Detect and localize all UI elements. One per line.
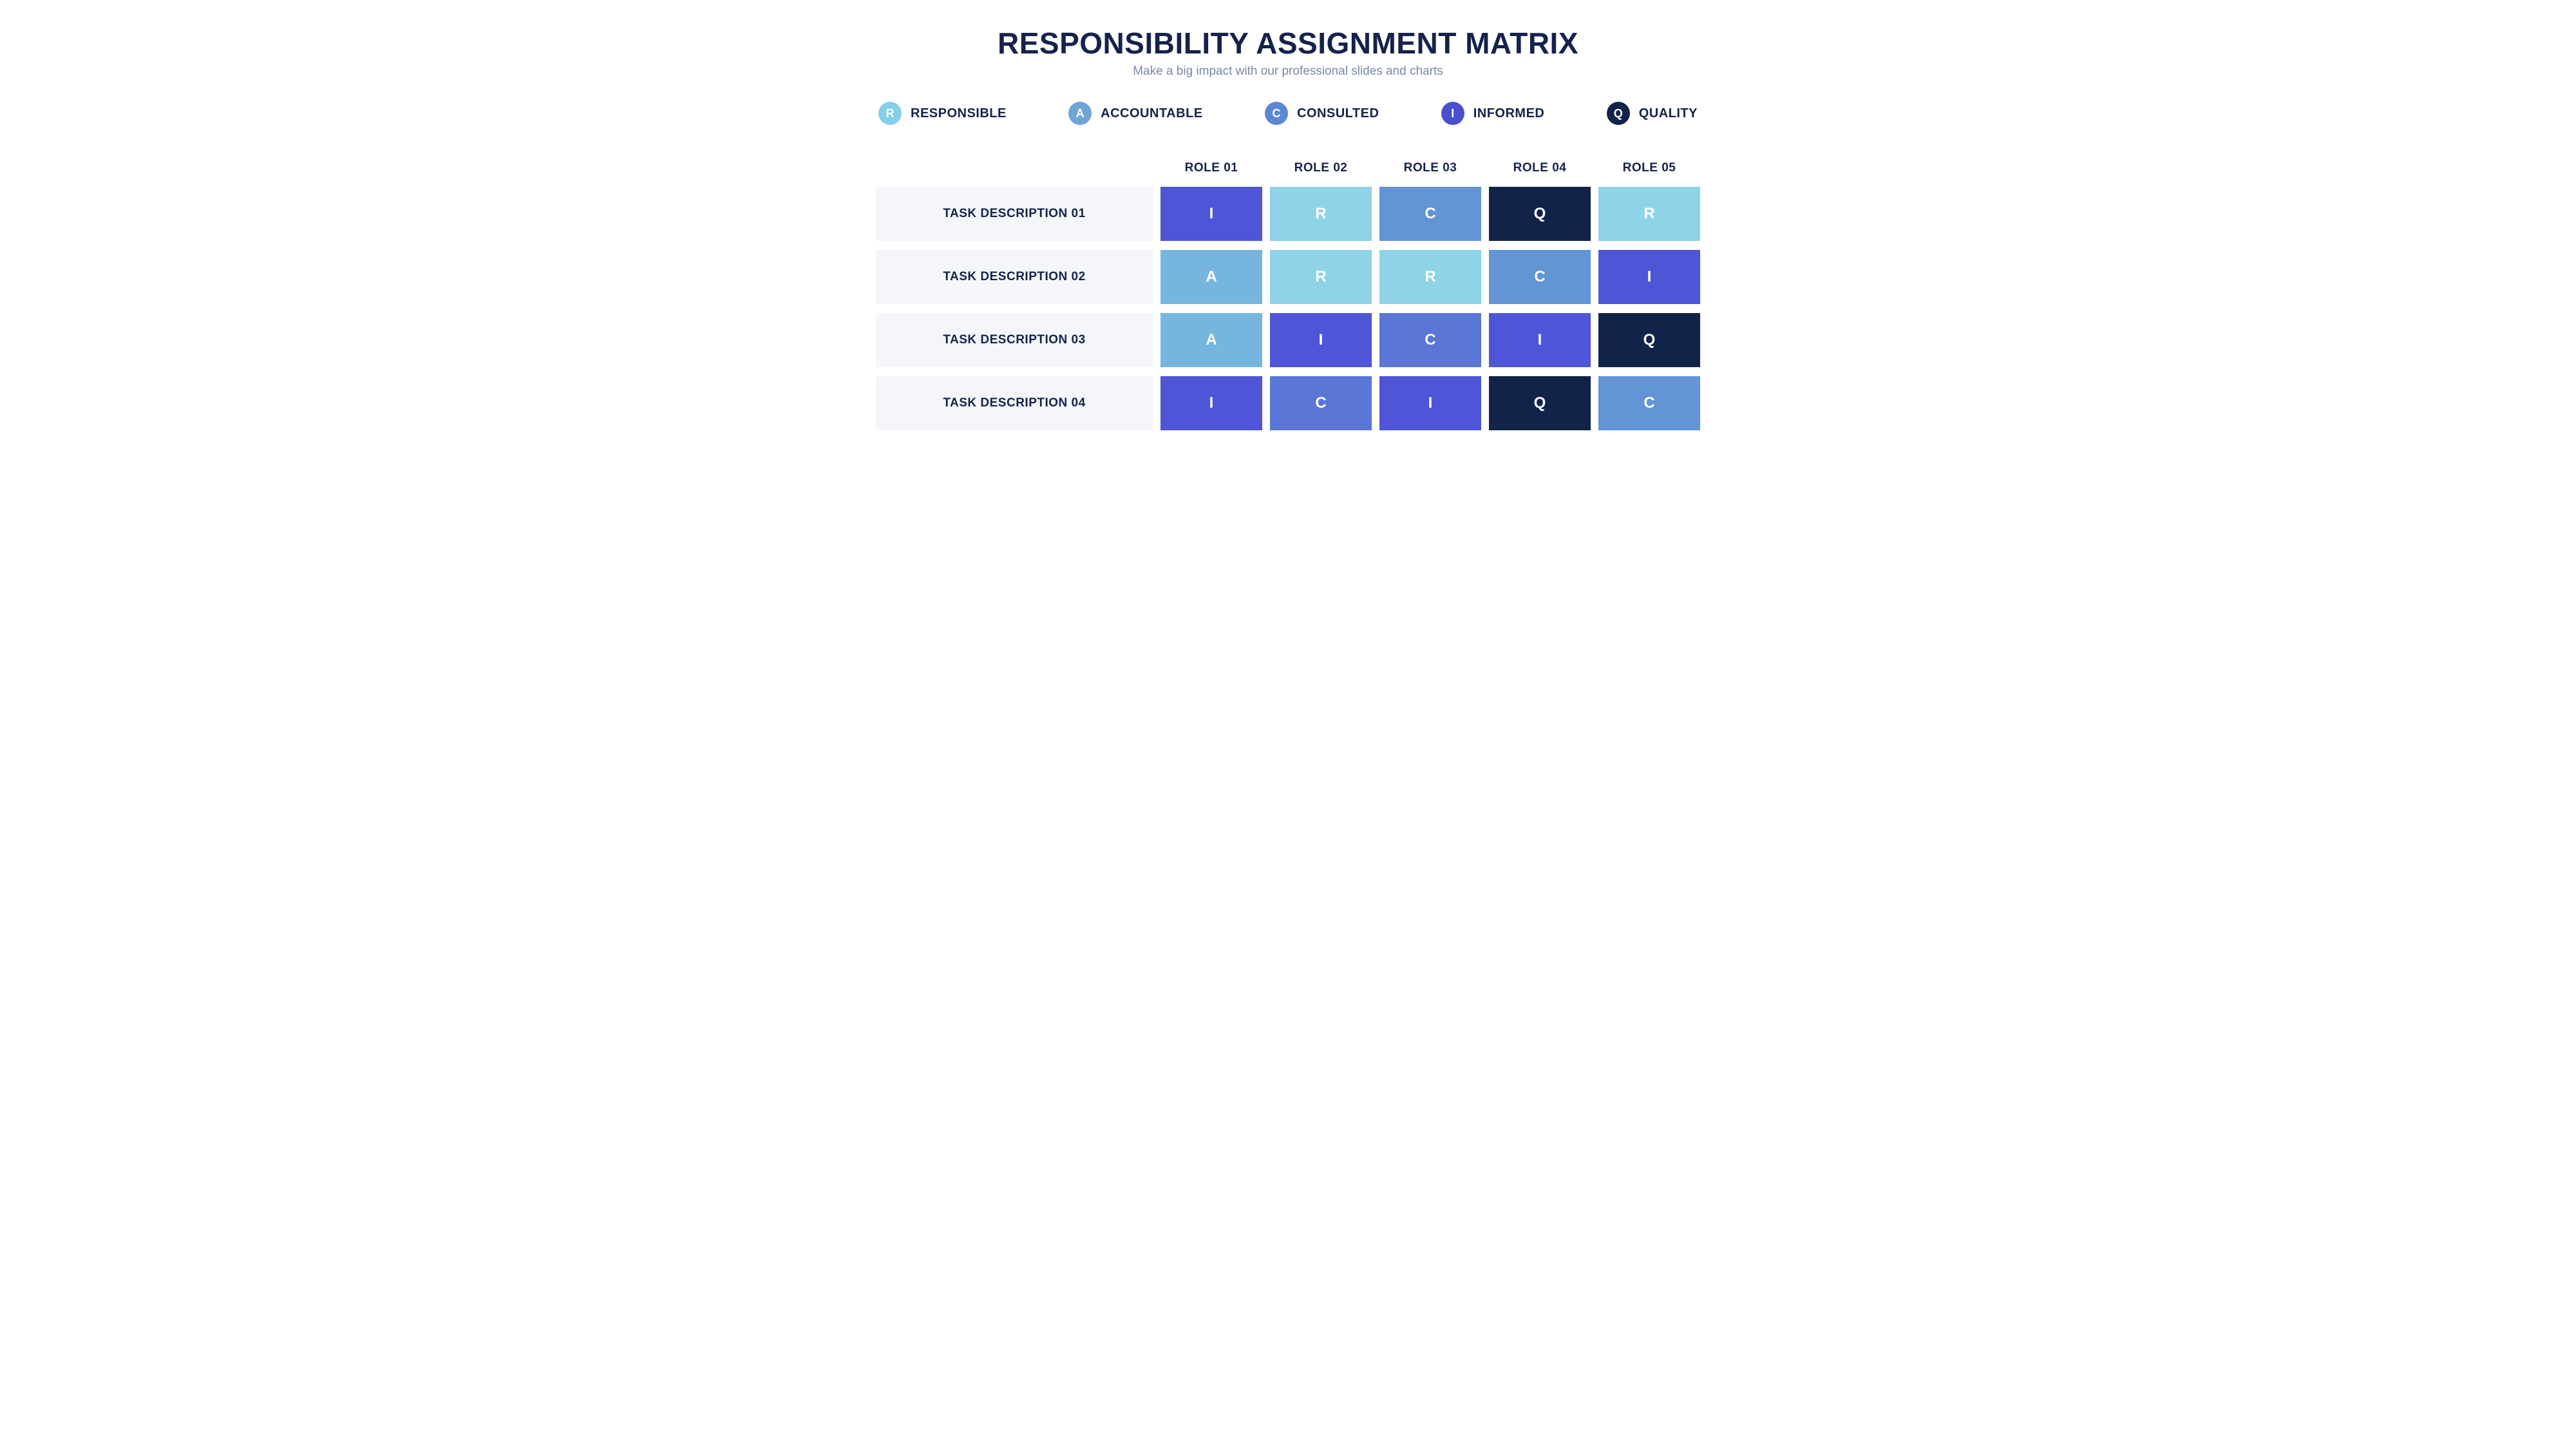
matrix-header-spacer <box>876 157 1153 179</box>
header: RESPONSIBILITY ASSIGNMENT MATRIX Make a … <box>39 26 2537 79</box>
task-label-4: TASK DESCRIPTION 04 <box>876 376 1153 430</box>
legend-badge-r: R <box>878 102 902 125</box>
matrix-cell: I <box>1489 313 1591 367</box>
legend-row: R RESPONSIBLE A ACCOUNTABLE C CONSULTED … <box>876 102 1700 125</box>
matrix-cell: C <box>1379 313 1481 367</box>
legend-badge-q: Q <box>1607 102 1630 125</box>
legend-item-accountable: A ACCOUNTABLE <box>1068 102 1202 125</box>
page-subtitle: Make a big impact with our professional … <box>39 64 2537 79</box>
legend-label-responsible: RESPONSIBLE <box>911 106 1007 121</box>
matrix-cell: A <box>1160 313 1262 367</box>
legend-label-informed: INFORMED <box>1473 106 1545 121</box>
task-label-2: TASK DESCRIPTION 02 <box>876 250 1153 304</box>
legend-label-accountable: ACCOUNTABLE <box>1101 106 1202 121</box>
task-label-3: TASK DESCRIPTION 03 <box>876 313 1153 367</box>
legend-badge-i: I <box>1441 102 1464 125</box>
matrix-header-row: ROLE 01 ROLE 02 ROLE 03 ROLE 04 ROLE 05 <box>876 157 1700 179</box>
matrix-cell: Q <box>1489 376 1591 430</box>
matrix-cell: I <box>1160 187 1262 241</box>
matrix-cell: R <box>1379 250 1481 304</box>
matrix-cell: C <box>1489 250 1591 304</box>
role-header-4: ROLE 04 <box>1489 157 1591 179</box>
matrix-cell: Q <box>1489 187 1591 241</box>
matrix-cell: C <box>1270 376 1372 430</box>
matrix-cell: A <box>1160 250 1262 304</box>
legend-label-quality: QUALITY <box>1639 106 1698 121</box>
matrix-cell: R <box>1598 187 1700 241</box>
matrix-row-3: TASK DESCRIPTION 03 A I C I Q <box>876 313 1700 367</box>
page-title: RESPONSIBILITY ASSIGNMENT MATRIX <box>39 26 2537 61</box>
legend-item-responsible: R RESPONSIBLE <box>878 102 1007 125</box>
legend-badge-a: A <box>1068 102 1092 125</box>
role-header-1: ROLE 01 <box>1160 157 1262 179</box>
role-header-3: ROLE 03 <box>1379 157 1481 179</box>
matrix-cell: R <box>1270 187 1372 241</box>
matrix-cell: C <box>1598 376 1700 430</box>
matrix-cell: I <box>1160 376 1262 430</box>
role-header-2: ROLE 02 <box>1270 157 1372 179</box>
role-header-5: ROLE 05 <box>1598 157 1700 179</box>
matrix-cell: I <box>1598 250 1700 304</box>
matrix-row-4: TASK DESCRIPTION 04 I C I Q C <box>876 376 1700 430</box>
legend-label-consulted: CONSULTED <box>1297 106 1379 121</box>
matrix-cell: I <box>1270 313 1372 367</box>
matrix-cell: C <box>1379 187 1481 241</box>
legend-item-quality: Q QUALITY <box>1607 102 1698 125</box>
legend-badge-c: C <box>1265 102 1288 125</box>
raci-matrix: ROLE 01 ROLE 02 ROLE 03 ROLE 04 ROLE 05 … <box>876 157 1700 430</box>
matrix-row-2: TASK DESCRIPTION 02 A R R C I <box>876 250 1700 304</box>
matrix-cell: Q <box>1598 313 1700 367</box>
legend-item-informed: I INFORMED <box>1441 102 1545 125</box>
legend-item-consulted: C CONSULTED <box>1265 102 1379 125</box>
task-label-1: TASK DESCRIPTION 01 <box>876 187 1153 241</box>
matrix-cell: R <box>1270 250 1372 304</box>
matrix-cell: I <box>1379 376 1481 430</box>
matrix-row-1: TASK DESCRIPTION 01 I R C Q R <box>876 187 1700 241</box>
